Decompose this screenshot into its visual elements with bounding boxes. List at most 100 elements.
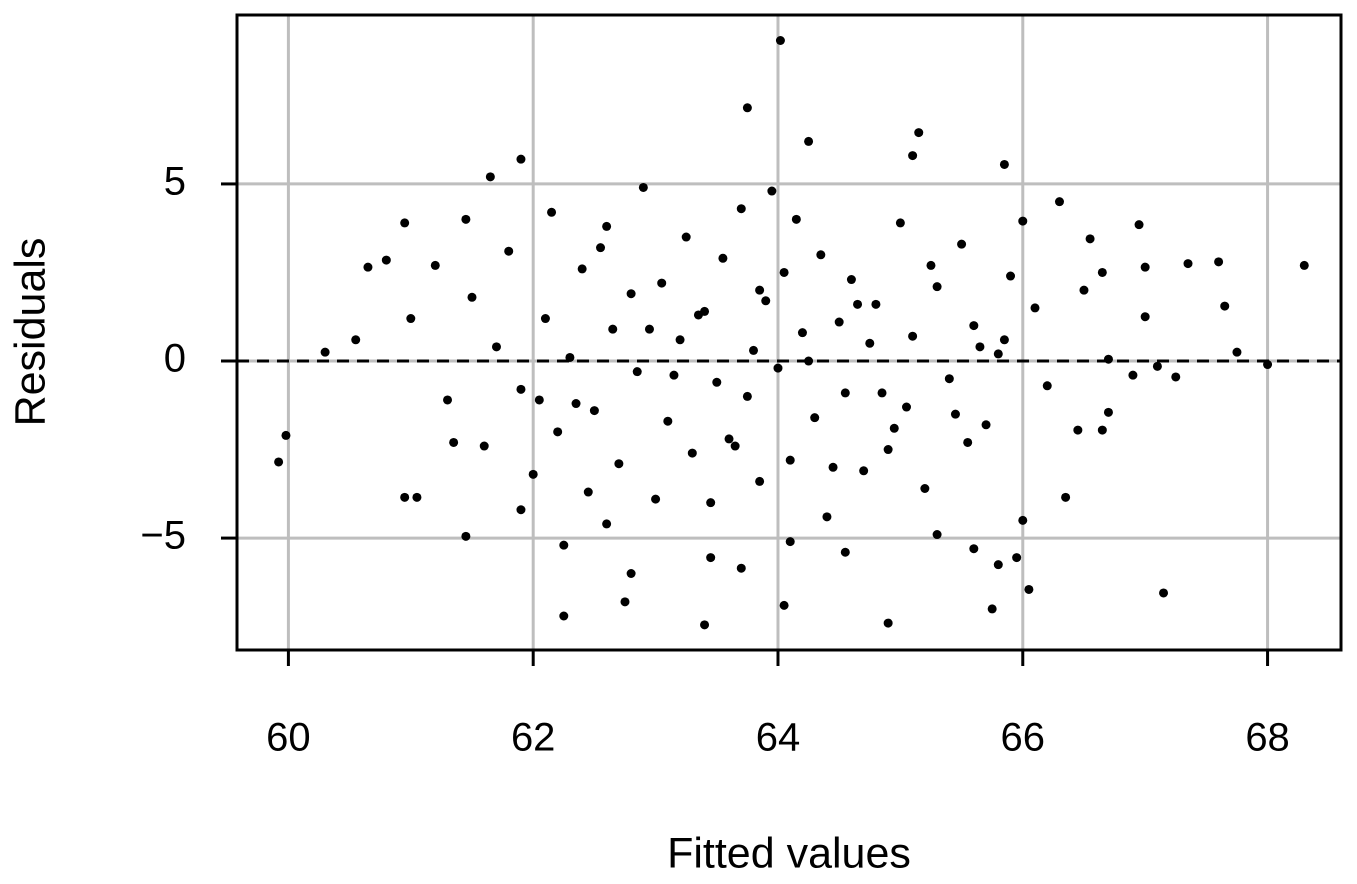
x-tick-label: 64 — [756, 716, 801, 760]
y-tick-label: 0 — [164, 337, 186, 381]
point — [1024, 584, 1034, 594]
x-tick-label: 60 — [266, 716, 311, 760]
point — [920, 484, 930, 494]
point — [687, 448, 697, 458]
point — [914, 128, 924, 138]
point — [932, 530, 942, 540]
point — [993, 560, 1003, 570]
point — [1152, 361, 1162, 371]
point — [400, 218, 410, 228]
point — [461, 214, 471, 224]
point — [969, 321, 979, 331]
point — [443, 395, 453, 405]
point — [516, 505, 526, 515]
point — [901, 402, 911, 412]
point — [675, 335, 685, 345]
point — [1214, 257, 1224, 267]
point — [274, 457, 284, 467]
point — [534, 395, 544, 405]
point — [1159, 588, 1169, 598]
point — [608, 324, 618, 334]
point — [859, 466, 869, 476]
point — [816, 250, 826, 260]
x-tick-label: 68 — [1245, 716, 1290, 760]
point — [430, 260, 440, 270]
point — [999, 159, 1009, 169]
point — [1103, 407, 1113, 417]
point — [681, 232, 691, 242]
point — [712, 377, 722, 387]
point — [761, 296, 771, 306]
point — [559, 540, 569, 550]
point — [1054, 197, 1064, 207]
point — [1232, 347, 1242, 357]
point — [889, 423, 899, 433]
point — [381, 255, 391, 265]
point — [1134, 220, 1144, 230]
point — [540, 314, 550, 324]
point — [583, 487, 593, 497]
point — [644, 324, 654, 334]
point — [810, 413, 820, 423]
point — [785, 455, 795, 465]
point — [877, 388, 887, 398]
point — [1171, 372, 1181, 382]
point — [767, 186, 777, 196]
point — [620, 597, 630, 607]
point — [669, 370, 679, 380]
point — [700, 620, 710, 630]
plot-frame — [235, 13, 1343, 652]
y-axis-title: Residuals — [6, 238, 54, 427]
point — [987, 604, 997, 614]
point — [1012, 553, 1022, 563]
point — [516, 154, 526, 164]
point — [840, 388, 850, 398]
point — [999, 335, 1009, 345]
point — [571, 399, 581, 409]
point — [1030, 303, 1040, 313]
point — [1220, 301, 1230, 311]
point — [467, 292, 477, 302]
point — [736, 204, 746, 214]
point — [883, 445, 893, 455]
point — [663, 416, 673, 426]
point — [779, 600, 789, 610]
point — [865, 338, 875, 348]
point — [749, 345, 759, 355]
point — [926, 260, 936, 270]
point — [461, 531, 471, 541]
point — [846, 275, 856, 285]
point — [516, 384, 526, 394]
point — [449, 437, 459, 447]
point — [1079, 285, 1089, 295]
point — [1140, 262, 1150, 272]
point — [1103, 354, 1113, 364]
point — [596, 243, 606, 253]
x-tick-label: 66 — [1001, 716, 1046, 760]
point — [553, 427, 563, 437]
point — [504, 246, 514, 256]
point — [363, 262, 373, 272]
point — [406, 314, 416, 324]
point — [1073, 425, 1083, 435]
point — [602, 221, 612, 231]
point — [981, 420, 991, 430]
point — [626, 289, 636, 299]
point — [706, 498, 716, 508]
point — [528, 469, 538, 479]
point — [895, 218, 905, 228]
point — [657, 278, 667, 288]
point — [565, 352, 575, 362]
point — [791, 214, 801, 224]
point — [614, 459, 624, 469]
point — [932, 282, 942, 292]
point — [1042, 381, 1052, 391]
point — [1018, 216, 1028, 226]
point — [773, 363, 783, 373]
point — [1140, 312, 1150, 322]
point — [1128, 370, 1138, 380]
point — [950, 409, 960, 419]
point — [706, 553, 716, 563]
point — [1085, 234, 1095, 244]
